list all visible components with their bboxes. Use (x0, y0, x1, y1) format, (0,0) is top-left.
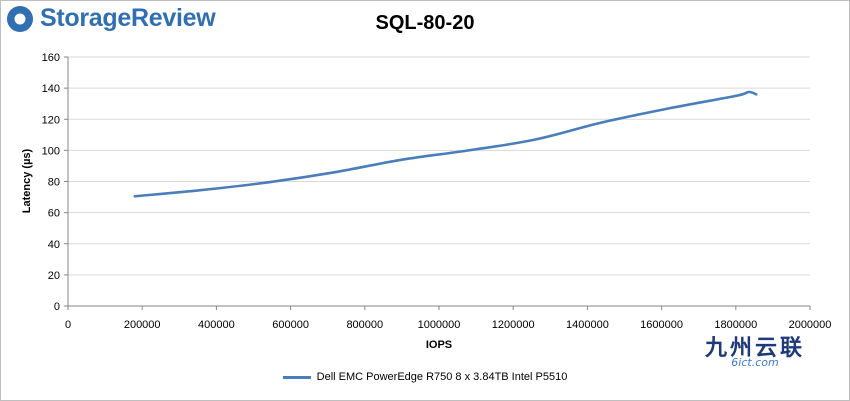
legend-label: Dell EMC PowerEdge R750 8 x 3.84TB Intel… (316, 371, 568, 383)
storagereview-logo: StorageReview (6, 4, 216, 33)
x-tick-label: 200000 (124, 319, 161, 331)
x-tick-label: 400000 (198, 319, 235, 331)
y-tick-label: 120 (42, 114, 60, 126)
y-tick-label: 60 (48, 208, 60, 220)
y-tick-label: 0 (54, 301, 60, 313)
x-tick-labels: 0 200000 400000 600000 800000 1000000 1200000 1… (65, 306, 831, 331)
watermark-chinese: 九州云联 (704, 336, 805, 361)
chart-title: SQL-80-20 (375, 12, 475, 34)
x-tick-label: 1600000 (640, 319, 683, 331)
x-tick-label: 1200000 (492, 319, 535, 331)
x-tick-label: 2000000 (789, 319, 832, 331)
legend-swatch (282, 375, 311, 379)
watermark: 九州云联 6ict.com (700, 330, 810, 369)
y-tick-label: 140 (42, 83, 60, 95)
x-tick-label: 800000 (346, 319, 383, 331)
y-axis-title: Latency (µs) (21, 148, 33, 213)
y-tick-label: 80 (48, 177, 60, 189)
gridlines (68, 56, 810, 276)
y-tick-label: 20 (48, 270, 60, 282)
x-tick-label: 1000000 (418, 319, 461, 331)
y-tick-label: 160 (42, 52, 60, 64)
x-tick-label: 1800000 (714, 319, 757, 331)
logo-icon (7, 5, 33, 32)
logo-text: StorageReview (40, 4, 216, 32)
x-tick-label: 0 (65, 319, 71, 331)
x-tick-label: 600000 (272, 319, 309, 331)
series-group (133, 90, 758, 198)
legend: Dell EMC PowerEdge R750 8 x 3.84TB Intel… (0, 371, 850, 383)
watermark-latin: 6ict.com (731, 356, 779, 369)
y-tick-label: 100 (42, 145, 60, 157)
y-tick-labels: 0 20 40 60 80 100 120 140 160 (42, 52, 68, 313)
y-tick-label: 40 (48, 239, 60, 251)
x-axis-title: IOPS (426, 339, 452, 351)
x-tick-label: 1400000 (566, 319, 609, 331)
series-line-0 (133, 90, 758, 198)
